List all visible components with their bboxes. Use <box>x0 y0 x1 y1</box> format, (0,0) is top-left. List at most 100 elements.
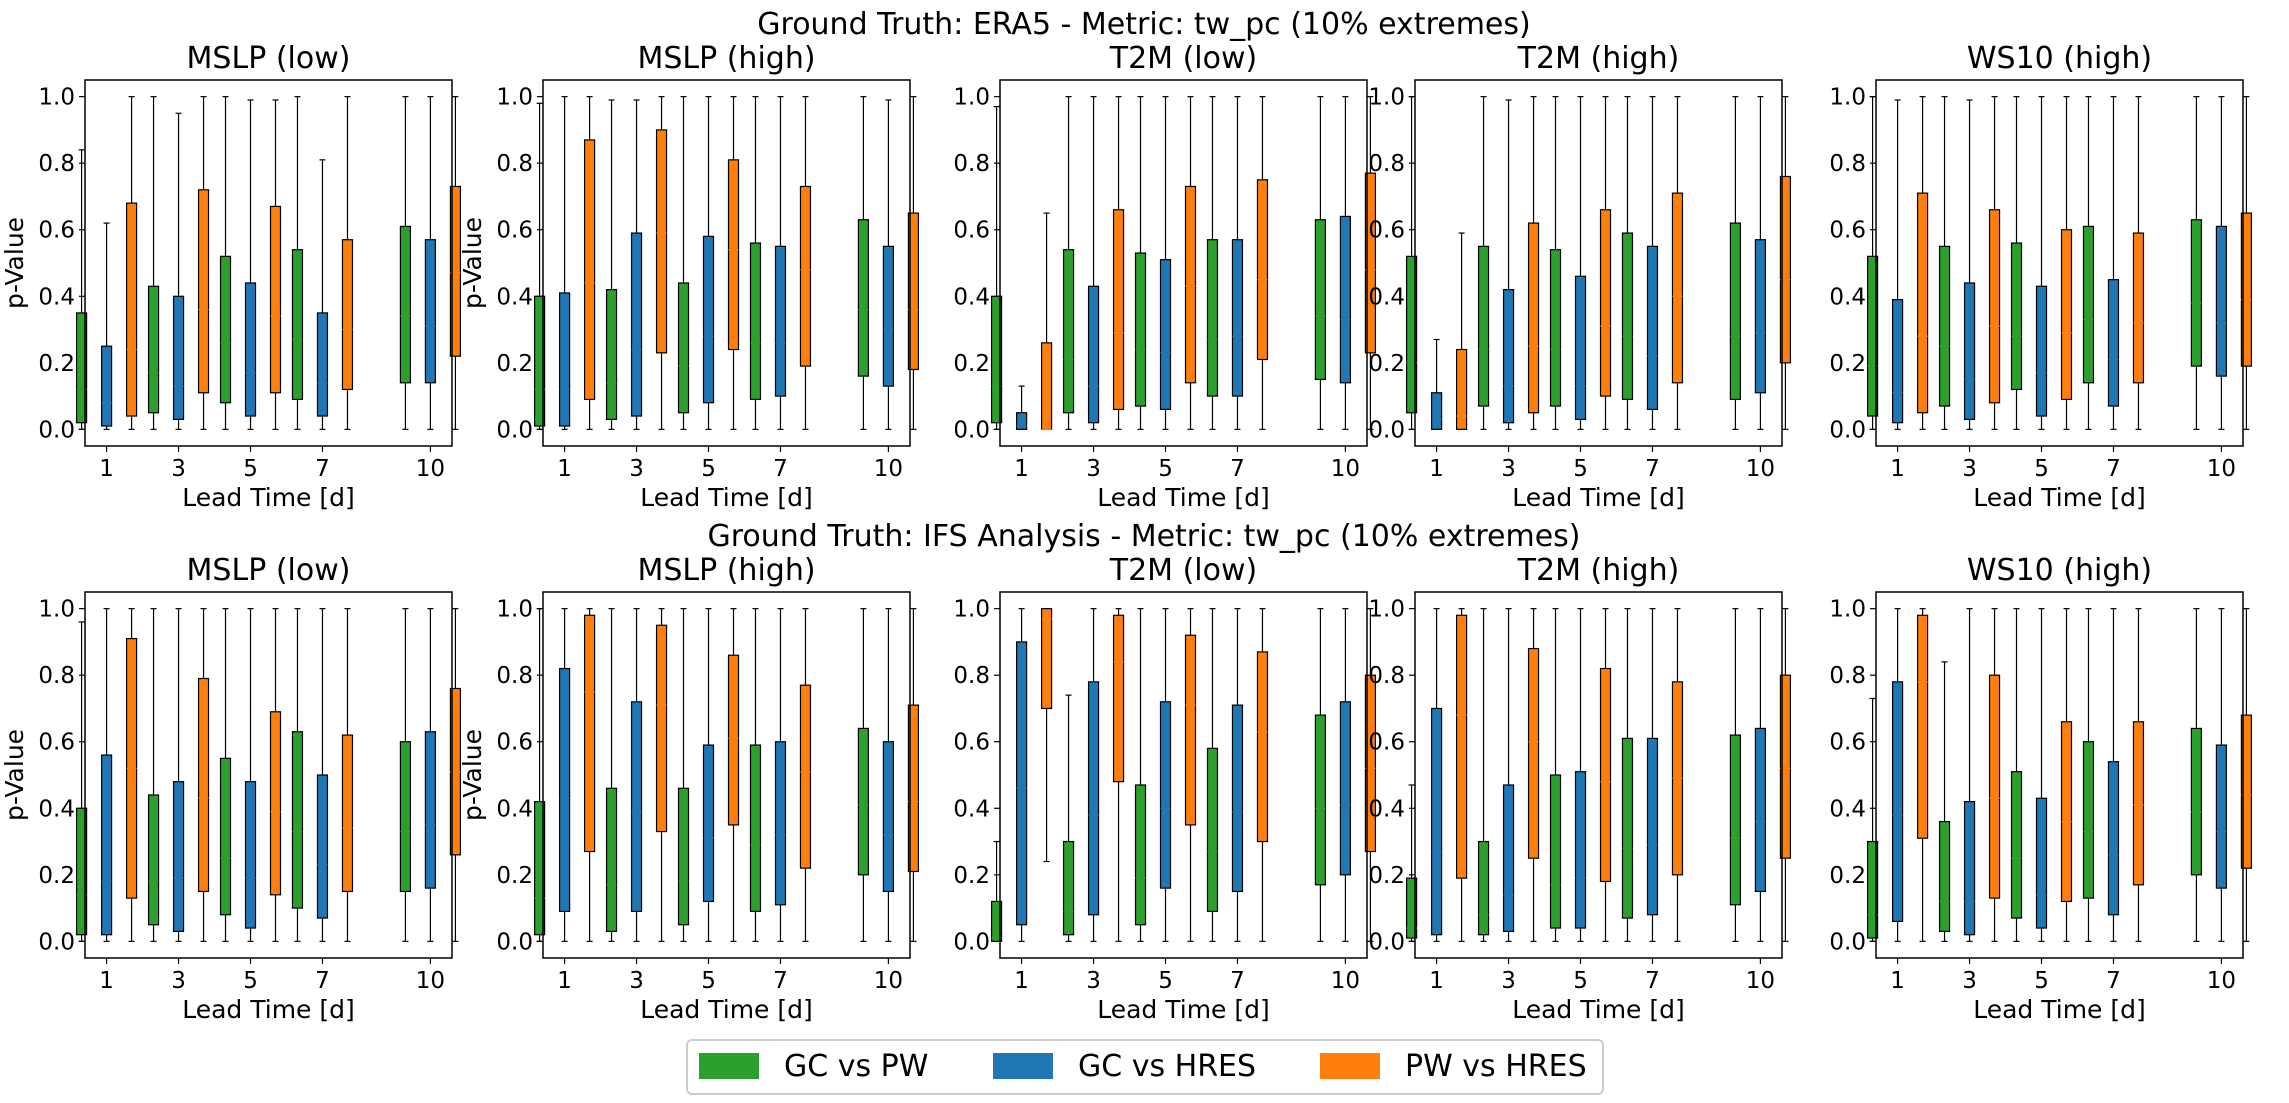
x-tick-label: 3 <box>1501 968 1516 994</box>
box-pw-vs-hres-10 <box>1364 674 1377 853</box>
box-gc-vs-hres-1 <box>1015 641 1028 926</box>
y-tick-label: 0.6 <box>496 218 533 244</box>
plot-frame <box>84 591 453 959</box>
box-pw-vs-hres-5 <box>2060 721 2073 903</box>
box-gc-vs-pw-3 <box>147 794 160 926</box>
y-tick-label: 0.0 <box>953 929 990 955</box>
x-tick-label: 3 <box>629 968 644 994</box>
y-tick-label: 0.0 <box>1368 417 1405 443</box>
x-tick-label: 7 <box>1230 968 1245 994</box>
legend-swatch-pw-vs-hres <box>1320 1053 1380 1079</box>
y-tick-label: 0.4 <box>38 284 75 310</box>
box-pw-vs-hres-1 <box>1040 342 1053 430</box>
y-tick-label: 0.8 <box>1829 151 1866 177</box>
box-gc-vs-hres-10 <box>424 239 437 384</box>
box-pw-vs-hres-3 <box>1527 647 1540 859</box>
x-axis-label: Lead Time [d] <box>1097 483 1270 512</box>
x-tick-label: 5 <box>243 456 258 482</box>
y-tick-label: 0.6 <box>1829 218 1866 244</box>
y-tick-label: 0.2 <box>38 351 75 377</box>
box-pw-vs-hres-3 <box>655 129 668 354</box>
box-gc-vs-pw-5 <box>677 787 690 926</box>
plot-frame <box>999 79 1368 447</box>
y-tick-label: 0.4 <box>496 284 533 310</box>
box-gc-vs-hres-10 <box>1339 701 1352 876</box>
box-gc-vs-pw-5 <box>2010 242 2023 391</box>
box-pw-vs-hres-7 <box>1671 192 1684 384</box>
box-gc-vs-hres-3 <box>1502 784 1515 932</box>
y-tick-label: 1.0 <box>1829 85 1866 111</box>
y-tick-label: 0.8 <box>1368 151 1405 177</box>
x-tick-label: 1 <box>1429 456 1444 482</box>
y-tick-label: 0.2 <box>1368 863 1405 889</box>
x-tick-label: 5 <box>2034 456 2049 482</box>
x-axis-label: Lead Time [d] <box>1512 995 1685 1024</box>
box-gc-vs-hres-1 <box>1430 707 1443 936</box>
x-tick-label: 1 <box>99 968 114 994</box>
box-pw-vs-hres-3 <box>1112 614 1125 783</box>
panel-title: MSLP (high) <box>637 553 815 588</box>
box-pw-vs-hres-1 <box>1916 192 1929 414</box>
box-gc-vs-pw-7 <box>749 744 762 913</box>
box-pw-vs-hres-7 <box>2132 721 2145 886</box>
box-gc-vs-pw-7 <box>1206 747 1219 913</box>
panel-1-2: T2M (low) 0.0 0.2 0.4 0.6 0.8 1.0 1 3 5 7 10 Lead Ti… <box>953 553 1377 1024</box>
plot-frame <box>1414 591 1783 959</box>
x-tick-label: 3 <box>1962 968 1977 994</box>
box-gc-vs-pw-1 <box>533 801 546 936</box>
y-tick-label: 1.0 <box>38 597 75 623</box>
legend-swatch-gc-vs-hres <box>993 1053 1053 1079</box>
box-gc-vs-hres-3 <box>1963 801 1976 936</box>
box-gc-vs-hres-7 <box>316 312 329 417</box>
y-tick-label: 0.6 <box>496 730 533 756</box>
x-tick-label: 5 <box>1573 456 1588 482</box>
x-tick-label: 3 <box>171 968 186 994</box>
box-gc-vs-pw-1 <box>75 312 88 424</box>
box-gc-vs-hres-1 <box>100 345 113 427</box>
box-gc-vs-pw-7 <box>2082 741 2095 899</box>
x-tick-label: 10 <box>2207 968 2236 994</box>
box-gc-vs-hres-5 <box>1159 259 1172 411</box>
panel-title: WS10 (high) <box>1967 553 2152 588</box>
x-axis-label: Lead Time [d] <box>1973 483 2146 512</box>
y-tick-label: 0.2 <box>1829 863 1866 889</box>
panel-1-0: MSLP (low) 0.0 0.2 0.4 0.6 0.8 1.0 1 3 5 7 10 Lead T… <box>0 553 462 1024</box>
x-tick-label: 1 <box>1890 968 1905 994</box>
y-tick-label: 0.6 <box>953 730 990 756</box>
y-tick-label: 0.4 <box>1829 284 1866 310</box>
box-gc-vs-hres-7 <box>1646 245 1659 410</box>
y-tick-label: 1.0 <box>38 85 75 111</box>
box-pw-vs-hres-10 <box>907 704 920 873</box>
panel-1-4: WS10 (high) 0.0 0.2 0.4 0.6 0.8 1.0 1 3 5 7 10 Lead … <box>1829 553 2253 1024</box>
panel-title: WS10 (high) <box>1967 41 2152 76</box>
box-gc-vs-hres-7 <box>1231 704 1244 893</box>
x-tick-label: 10 <box>1331 968 1360 994</box>
box-gc-vs-pw-10 <box>1729 734 1742 906</box>
box-gc-vs-hres-3 <box>1502 289 1515 424</box>
x-tick-label: 1 <box>1890 456 1905 482</box>
box-gc-vs-hres-5 <box>702 744 715 903</box>
box-pw-vs-hres-7 <box>799 684 812 869</box>
x-tick-label: 3 <box>629 456 644 482</box>
y-tick-label: 0.6 <box>38 730 75 756</box>
box-gc-vs-pw-5 <box>1549 249 1562 407</box>
box-gc-vs-hres-7 <box>1231 239 1244 397</box>
row-title-0: Ground Truth: ERA5 - Metric: tw_pc (10% … <box>757 7 1530 42</box>
box-pw-vs-hres-5 <box>269 711 282 896</box>
box-gc-vs-pw-10 <box>1314 219 1327 381</box>
legend-label-pw-vs-hres: PW vs HRES <box>1405 1049 1587 1084</box>
box-gc-vs-pw-7 <box>1206 239 1219 397</box>
y-tick-label: 0.0 <box>38 929 75 955</box>
x-axis-label: Lead Time [d] <box>1097 995 1270 1024</box>
x-tick-label: 1 <box>99 456 114 482</box>
x-axis-label: Lead Time [d] <box>640 483 813 512</box>
x-tick-label: 3 <box>1086 456 1101 482</box>
box-gc-vs-pw-7 <box>1621 737 1634 919</box>
x-tick-label: 10 <box>874 968 903 994</box>
box-gc-vs-pw-10 <box>857 727 870 876</box>
y-tick-label: 0.2 <box>953 863 990 889</box>
y-tick-label: 0.8 <box>1368 663 1405 689</box>
box-pw-vs-hres-7 <box>1256 179 1269 361</box>
plot-frame <box>1875 79 2244 447</box>
x-axis-label: Lead Time [d] <box>1973 995 2146 1024</box>
